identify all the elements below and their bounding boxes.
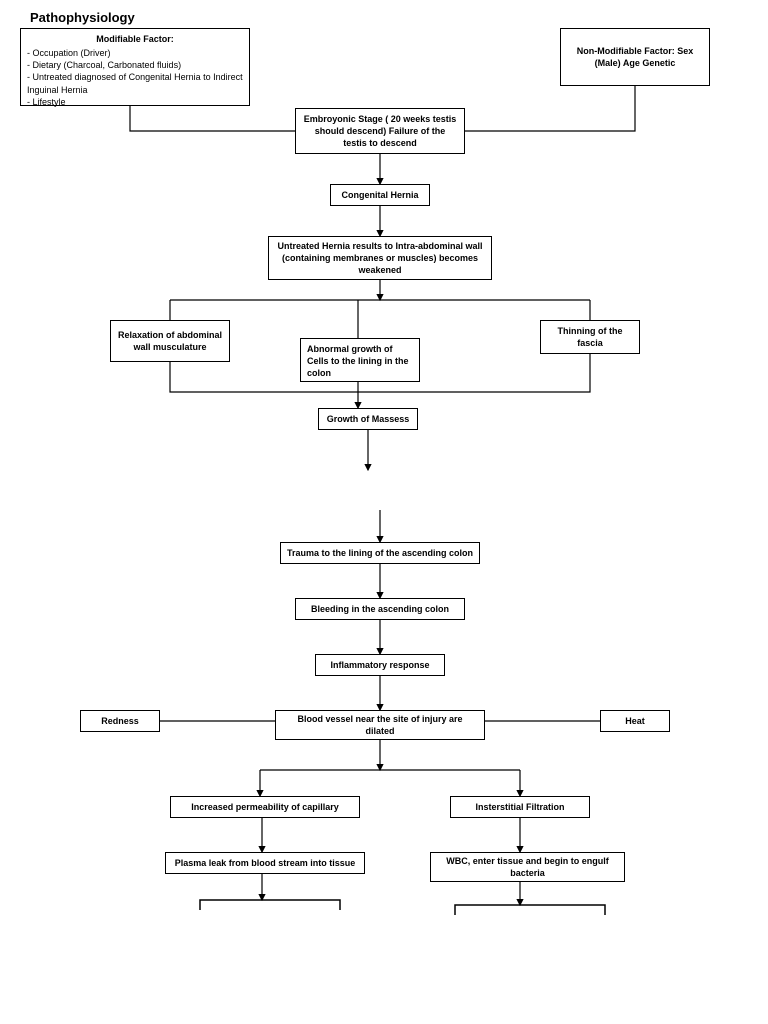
node-perm: Increased permeability of capillary <box>170 796 360 818</box>
node-untreated: Untreated Hernia results to Intra-abdomi… <box>268 236 492 280</box>
node-masses: Growth of Massess <box>318 408 418 430</box>
node-bleeding: Bleeding in the ascending colon <box>295 598 465 620</box>
node-trauma: Trauma to the lining of the ascending co… <box>280 542 480 564</box>
flowchart-canvas: Pathophysiology Modifiable Factor:- Occu… <box>0 0 768 1024</box>
node-relax: Relaxation of abdominal wall musculature <box>110 320 230 362</box>
node-thinning: Thinning of the fascia <box>540 320 640 354</box>
node-abnormal: Abnormal growth of Cells to the lining i… <box>300 338 420 382</box>
node-nonmod: Non-Modifiable Factor: Sex (Male) Age Ge… <box>560 28 710 86</box>
node-embryonic: Embroyonic Stage ( 20 weeks testis shoul… <box>295 108 465 154</box>
node-inflam: Inflammatory response <box>315 654 445 676</box>
node-congenital: Congenital Hernia <box>330 184 430 206</box>
node-wbc: WBC, enter tissue and begin to engulf ba… <box>430 852 625 882</box>
node-redness: Redness <box>80 710 160 732</box>
node-dilated: Blood vessel near the site of injury are… <box>275 710 485 740</box>
node-heat: Heat <box>600 710 670 732</box>
page-title: Pathophysiology <box>30 10 135 25</box>
node-modifiable: Modifiable Factor:- Occupation (Driver)-… <box>20 28 250 106</box>
node-plasma: Plasma leak from blood stream into tissu… <box>165 852 365 874</box>
node-interstitial: Insterstitial Filtration <box>450 796 590 818</box>
